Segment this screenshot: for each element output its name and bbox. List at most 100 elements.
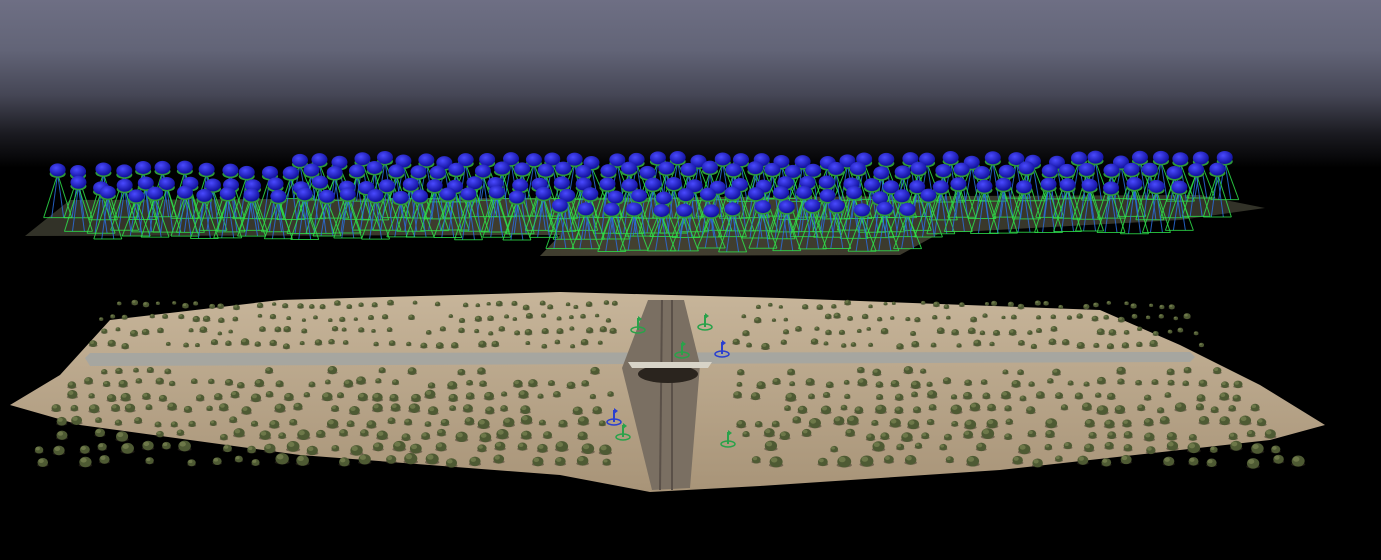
- olive-tree-highlight: [1167, 432, 1173, 437]
- camera-frustum-edge: [1104, 191, 1112, 233]
- camera-frustum-edge: [510, 200, 518, 241]
- olive-tree-highlight: [411, 444, 417, 450]
- olive-tree-highlight: [265, 444, 271, 450]
- olive-tree-highlight: [117, 432, 124, 438]
- camera-sphere: [219, 187, 236, 201]
- olive-tree-highlight: [523, 305, 527, 308]
- olive-tree-highlight: [458, 369, 463, 373]
- camera-frustum-edge: [490, 195, 498, 238]
- camera-frustum-edge: [921, 199, 929, 238]
- camera-sphere: [243, 188, 260, 202]
- camera-frustum-edge: [1061, 188, 1069, 232]
- olive-tree-highlight: [1045, 444, 1050, 448]
- camera-frustum-edge: [638, 187, 654, 234]
- camera-frustum-edge: [189, 199, 205, 239]
- olive-tree-highlight: [802, 304, 806, 308]
- olive-tree-highlight: [436, 443, 443, 448]
- olive-tree-highlight: [408, 367, 414, 372]
- olive-tree-highlight: [518, 443, 524, 448]
- olive-tree-highlight: [367, 421, 373, 425]
- camera-frustum-edge: [51, 173, 59, 218]
- olive-tree-highlight: [553, 391, 558, 395]
- camera-frustum-edge: [189, 187, 205, 233]
- olive-tree-highlight: [1002, 391, 1008, 396]
- olive-tree-highlight: [466, 380, 471, 384]
- camera-sphere: [457, 153, 474, 167]
- olive-tree-highlight: [168, 403, 174, 408]
- camera-sphere: [854, 203, 871, 217]
- olive-tree-highlight: [783, 329, 787, 333]
- camera-frustum-edge: [94, 191, 102, 234]
- olive-tree-highlight: [826, 382, 831, 386]
- olive-tree-highlight: [119, 380, 125, 385]
- olive-tree-highlight: [734, 391, 739, 396]
- camera-sphere: [1059, 163, 1076, 177]
- camera-frustum-edge: [890, 190, 898, 232]
- camera-sphere: [366, 160, 383, 174]
- camera-sphere: [312, 175, 329, 189]
- camera-frustum-edge: [468, 197, 475, 240]
- olive-tree-highlight: [586, 327, 591, 331]
- camera-frustum-edge: [589, 197, 605, 240]
- olive-tree-highlight: [241, 338, 246, 343]
- camera-frustum-edge: [1189, 173, 1197, 217]
- olive-tree-highlight: [426, 330, 430, 333]
- olive-tree-highlight: [931, 343, 935, 346]
- olive-tree-highlight: [146, 404, 150, 408]
- olive-tree-highlight: [1077, 313, 1081, 317]
- camera-frustum-edge: [627, 212, 635, 251]
- olive-tree-highlight: [1159, 305, 1163, 308]
- olive-tree-highlight: [339, 317, 343, 320]
- olive-tree-highlight: [737, 382, 741, 385]
- olive-tree-highlight: [343, 340, 347, 343]
- camera-sphere: [354, 152, 371, 166]
- camera-frustum-edge: [992, 161, 1000, 202]
- camera-frustum-edge: [400, 201, 416, 238]
- olive-tree-highlight: [421, 343, 425, 346]
- olive-tree-highlight: [265, 367, 270, 371]
- camera-frustum-edge: [462, 197, 469, 240]
- olive-tree-highlight: [604, 300, 607, 303]
- camera-sphere: [732, 153, 749, 167]
- olive-tree-highlight: [337, 392, 342, 396]
- olive-tree-highlight: [480, 381, 484, 385]
- camera-frustum-edge: [1195, 173, 1211, 217]
- camera-sphere: [773, 186, 790, 200]
- olive-tree-highlight: [270, 340, 274, 344]
- olive-tree-highlight: [1152, 379, 1156, 383]
- olive-tree-highlight: [233, 317, 236, 320]
- camera-sphere: [395, 154, 412, 168]
- olive-tree-highlight: [54, 446, 61, 451]
- camera-sphere: [872, 191, 889, 205]
- camera-frustum-edge: [86, 191, 102, 234]
- olive-tree-highlight: [1251, 404, 1257, 409]
- olive-tree-highlight: [841, 343, 845, 346]
- camera-frustum-edge: [271, 200, 279, 239]
- camera-sphere: [376, 150, 393, 164]
- olive-tree-highlight: [496, 301, 500, 304]
- olive-tree-highlight: [908, 420, 915, 425]
- olive-tree-highlight: [234, 428, 241, 434]
- olive-tree-highlight: [504, 418, 510, 423]
- camera-sphere: [378, 179, 395, 193]
- camera-frustum-edge: [683, 214, 691, 251]
- olive-tree-highlight: [1265, 430, 1272, 435]
- olive-tree-highlight: [189, 421, 193, 425]
- olive-tree-highlight: [965, 420, 972, 426]
- olive-tree-highlight: [593, 406, 599, 411]
- olive-tree-highlight: [116, 327, 119, 330]
- olive-tree-highlight: [177, 430, 182, 434]
- olive-tree-highlight: [425, 390, 432, 395]
- camera-frustum-edge: [434, 189, 450, 231]
- camera-frustum-edge: [1089, 189, 1097, 232]
- olive-tree-highlight: [248, 446, 253, 450]
- olive-tree-highlight: [868, 343, 872, 346]
- olive-tree-highlight: [298, 303, 302, 307]
- olive-tree-highlight: [479, 341, 484, 345]
- camera-frustum-edge: [516, 200, 532, 241]
- olive-tree-highlight: [1159, 314, 1162, 317]
- camera-frustum-edge: [710, 214, 726, 249]
- olive-tree-highlight: [470, 457, 477, 462]
